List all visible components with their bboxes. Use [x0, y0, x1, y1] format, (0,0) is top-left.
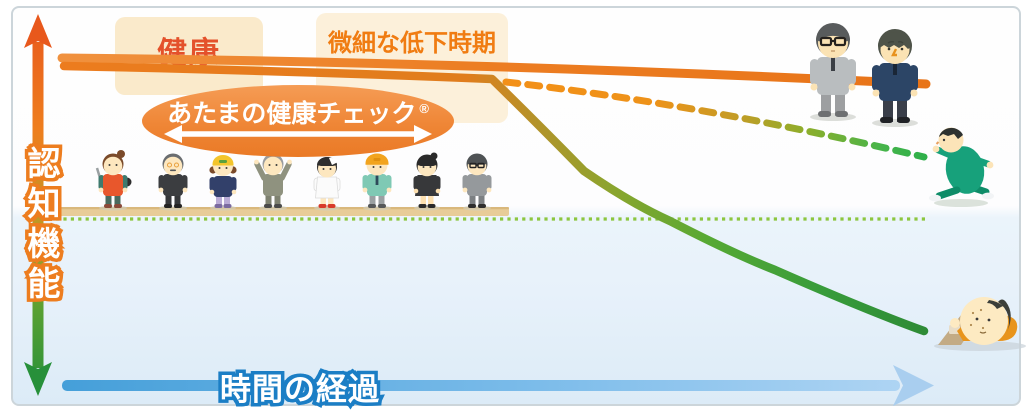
gray-suit-man: [254, 153, 292, 211]
x-axis-label: 時間の経過 時間の経過: [217, 369, 383, 411]
office-woman: [413, 152, 441, 211]
child-yellow-cap: [209, 155, 237, 211]
businessman-navy-suit: [872, 29, 918, 127]
lying-elder-with-laptop: [934, 297, 1026, 351]
construction-worker: [362, 153, 392, 211]
businessman-gray-suit: [810, 23, 856, 121]
cook-woman: [95, 150, 132, 211]
x-axis-arrow: [62, 365, 934, 406]
white-smock-child: [313, 157, 341, 211]
elder-man-black-suit: [158, 153, 188, 211]
double-arrow-icon: [164, 125, 432, 143]
subtle-decline-line: [502, 78, 928, 161]
brain-check-text: あたまの健康チェック: [167, 100, 417, 128]
y-axis-label: 認知機能 認知機能: [20, 143, 64, 310]
brain-check-badge: あたまの健康チェック ®: [142, 85, 454, 157]
brain-check-label: あたまの健康チェック ®: [142, 94, 454, 130]
businessman-glasses: [462, 153, 492, 211]
registered-mark: ®: [419, 101, 429, 116]
y-axis-arrow: [24, 14, 52, 396]
runner-green: [929, 127, 994, 207]
subtle-decline-label: 微細な低下時期: [328, 30, 496, 57]
decline-line: [59, 61, 929, 336]
healthy-line: [57, 53, 931, 89]
